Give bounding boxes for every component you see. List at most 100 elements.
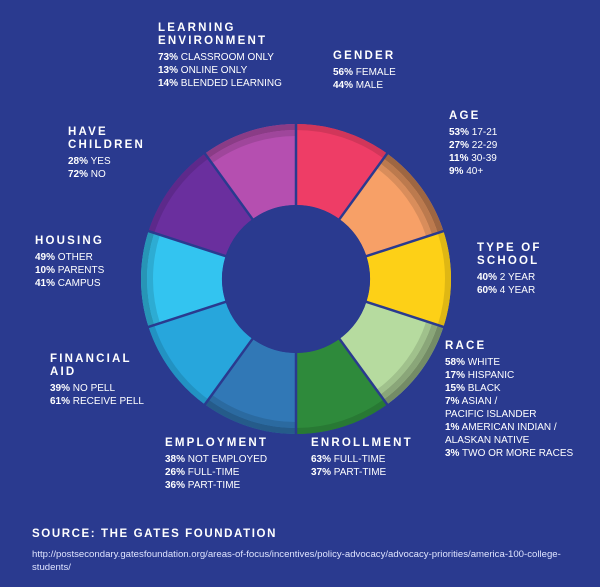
segment-base xyxy=(339,153,444,257)
item-label: TWO OR MORE RACES xyxy=(459,448,574,459)
item-percent: 61% xyxy=(50,396,71,407)
item-label: 30-39 xyxy=(468,153,497,164)
category-age: AGE 53% 17-21 27% 22-29 11% 30-39 9% 40+ xyxy=(449,110,497,178)
category-title: ENROLLMENT xyxy=(311,437,413,450)
item-percent: 15% xyxy=(445,383,466,394)
category-item: 13% ONLINE ONLY xyxy=(158,64,282,77)
category-title-line: TYPE OF xyxy=(477,242,542,254)
segment-base xyxy=(148,153,253,257)
item-label: CAMPUS xyxy=(55,278,101,289)
item-label: RECEIVE PELL xyxy=(70,396,144,407)
category-title: EMPLOYMENT xyxy=(165,437,268,450)
item-percent: 14% xyxy=(158,78,179,89)
segment-ring xyxy=(148,153,209,233)
item-label: AMERICAN INDIAN / xyxy=(459,422,557,433)
item-percent: 10% xyxy=(35,265,56,276)
category-item: 73% CLASSROOM ONLY xyxy=(158,51,282,64)
category-employment: EMPLOYMENT 38% NOT EMPLOYED 26% FULL-TIME 3… xyxy=(165,437,268,492)
category-title-line: GENDER xyxy=(333,50,396,62)
category-item: 72% NO xyxy=(68,168,145,181)
segment-ring xyxy=(383,153,444,233)
segment-base xyxy=(339,301,444,405)
category-item: 10% PARENTS xyxy=(35,264,104,277)
item-label: ASIAN / xyxy=(459,396,498,407)
item-label: YES xyxy=(88,156,111,167)
category-title: RACE xyxy=(445,340,573,353)
segment-base xyxy=(141,231,226,327)
item-percent: 53% xyxy=(449,127,470,138)
item-label: NOT EMPLOYED xyxy=(185,454,268,465)
category-have-children: HAVE CHILDREN 28% YES 72% NO xyxy=(68,126,145,181)
donut-segment-enrollment xyxy=(296,338,388,434)
item-label: CLASSROOM ONLY xyxy=(178,52,274,63)
item-label: PART-TIME xyxy=(185,480,241,491)
category-item: 58% WHITE xyxy=(445,356,573,369)
item-label: BLENDED LEARNING xyxy=(178,78,282,89)
item-label: HISPANIC xyxy=(465,370,515,381)
item-percent: 58% xyxy=(445,357,466,368)
segment-divider xyxy=(365,229,445,258)
item-percent: 9% xyxy=(449,166,464,177)
category-item: 28% YES xyxy=(68,155,145,168)
item-percent: 49% xyxy=(35,252,56,263)
segment-base xyxy=(148,301,253,405)
segment-ring xyxy=(296,124,388,159)
segment-base xyxy=(296,124,388,220)
source-url: http://postsecondary.gatesfoundation.org… xyxy=(32,549,561,573)
category-item: 14% BLENDED LEARNING xyxy=(158,77,282,90)
category-title-line: RACE xyxy=(445,340,487,352)
category-item: 56% FEMALE xyxy=(333,66,396,79)
segment-ring xyxy=(383,325,444,405)
item-label: 17-21 xyxy=(469,127,498,138)
donut-segment-age xyxy=(339,153,444,257)
category-race: RACE 58% WHITE 17% HISPANIC 15% BLACK 7% ASI… xyxy=(445,340,573,460)
category-item: 61% RECEIVE PELL xyxy=(50,395,144,408)
item-label: BLACK xyxy=(465,383,501,394)
category-title-line: ENVIRONMENT xyxy=(158,35,268,47)
donut-segment-learning-environment xyxy=(204,124,296,220)
item-label: 40+ xyxy=(463,166,484,177)
donut-segment-housing xyxy=(141,231,226,327)
category-title-line: AGE xyxy=(449,110,481,122)
category-item: 60% 4 YEAR xyxy=(477,284,542,297)
category-item: 1% AMERICAN INDIAN / xyxy=(445,421,573,434)
item-percent: 73% xyxy=(158,52,179,63)
item-percent: 28% xyxy=(68,156,89,167)
category-item-continued: PACIFIC ISLANDER xyxy=(445,409,537,420)
item-percent: 38% xyxy=(165,454,186,465)
item-label: NO xyxy=(88,169,106,180)
category-title: HAVE CHILDREN xyxy=(68,126,145,152)
item-label: NO PELL xyxy=(70,383,116,394)
category-title-line: HAVE xyxy=(68,126,108,138)
item-label: PART-TIME xyxy=(331,467,387,478)
category-financial-aid: FINANCIAL AID 39% NO PELL 61% RECEIVE PELL xyxy=(50,353,144,408)
donut-hole xyxy=(222,205,370,353)
segment-base xyxy=(366,231,452,327)
donut-segment-type-of-school xyxy=(366,231,452,327)
category-item: 27% 22-29 xyxy=(449,139,497,152)
item-percent: 13% xyxy=(158,65,179,76)
segment-ring xyxy=(380,323,438,400)
item-percent: 3% xyxy=(445,448,460,459)
category-title: GENDER xyxy=(333,50,396,63)
segment-ring xyxy=(204,399,296,434)
item-label: 2 YEAR xyxy=(497,272,536,283)
category-item: 40% 2 YEAR xyxy=(477,271,542,284)
category-gender: GENDER 56% FEMALE 44% MALE xyxy=(333,50,396,92)
category-title: AGE xyxy=(449,110,497,123)
category-title: TYPE OF SCHOOL xyxy=(477,242,542,268)
category-item: 49% OTHER xyxy=(35,251,104,264)
item-label: FULL-TIME xyxy=(185,467,240,478)
segment-ring xyxy=(437,231,452,327)
donut-segment-have-children xyxy=(148,153,253,257)
category-item: 9% 40+ xyxy=(449,165,497,178)
category-type-of-school: TYPE OF SCHOOL 40% 2 YEAR 60% 4 YEAR xyxy=(477,242,542,297)
category-item: 3% TWO OR MORE RACES xyxy=(445,447,573,460)
item-percent: 40% xyxy=(477,272,498,283)
item-percent: 56% xyxy=(333,67,354,78)
category-title: FINANCIAL AID xyxy=(50,353,144,379)
segment-divider xyxy=(365,300,445,329)
category-housing: HOUSING 49% OTHER 10% PARENTS 41% CAMPUS xyxy=(35,235,104,290)
category-title: HOUSING xyxy=(35,235,104,248)
